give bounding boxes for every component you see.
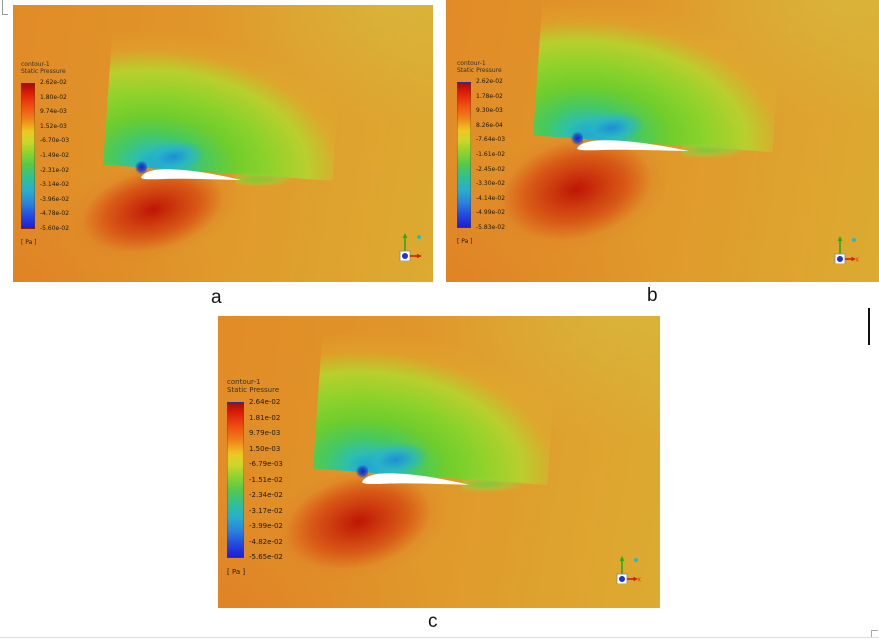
legend-label: 8.26e-04 bbox=[476, 121, 503, 129]
subfigure-label-b: b bbox=[647, 285, 658, 306]
legend-label: 2.64e-02 bbox=[249, 398, 281, 406]
trailing-edge-wake bbox=[682, 139, 768, 162]
trailing-edge-wake bbox=[462, 473, 544, 496]
legend-label: -4.82e-02 bbox=[249, 537, 283, 546]
colorbar bbox=[227, 402, 244, 558]
legend-label: -3.96e-02 bbox=[40, 195, 70, 203]
colorbar-labels: 2.64e-02 1.81e-02 9.79e-03 1.50e-03 -6.7… bbox=[249, 399, 283, 561]
page-bottom-divider bbox=[0, 637, 879, 638]
legend-title: contour-1 Static Pressure bbox=[227, 378, 283, 394]
pressure-contour-panel-c[interactable]: contour-1 Static Pressure 2.64e-02 1.81e… bbox=[218, 316, 660, 608]
legend-label: 1.50e-03 bbox=[249, 444, 281, 453]
triad-x-label: X bbox=[638, 578, 642, 584]
legend-label: 1.81e-02 bbox=[249, 413, 281, 422]
legend-title-line2: Static Pressure bbox=[227, 386, 280, 394]
legend-label: -5.60e-02 bbox=[40, 224, 70, 232]
legend-label: 1.80e-02 bbox=[40, 93, 67, 101]
legend-label: -2.34e-02 bbox=[249, 491, 283, 499]
contour-legend: contour-1 Static Pressure 2.64e-02 1.81e… bbox=[227, 378, 283, 576]
subfigure-label-c: c bbox=[428, 611, 438, 632]
legend-label: -1.61e-02 bbox=[476, 150, 506, 158]
trailing-edge-wake bbox=[235, 169, 313, 190]
legend-unit: [ Pa ] bbox=[21, 239, 37, 246]
crop-mark-top-left bbox=[2, 0, 8, 15]
legend-title-line1: contour-1 bbox=[21, 61, 50, 68]
legend-label: -7.64e-03 bbox=[476, 136, 506, 144]
legend-title-line2: Static Pressure bbox=[457, 67, 502, 74]
legend-label: -2.31e-02 bbox=[40, 166, 70, 174]
legend-label: 1.78e-02 bbox=[476, 92, 503, 100]
legend-unit: [ Pa ] bbox=[227, 568, 246, 576]
crop-mark-bottom-right bbox=[871, 630, 878, 638]
text-cursor[interactable] bbox=[868, 308, 870, 345]
legend-label: 2.62e-02 bbox=[40, 79, 67, 86]
airfoil-shape bbox=[577, 140, 689, 152]
suction-peak-spot bbox=[356, 465, 368, 478]
pressure-contour-panel-a[interactable]: contour-1 Static Pressure 2.62e-02 1.80e… bbox=[13, 5, 433, 282]
axis-triad-icon: X bbox=[616, 556, 642, 584]
contour-legend: contour-1 Static Pressure 2.62e-02 1.80e… bbox=[21, 61, 69, 246]
legend-label: -2.45e-02 bbox=[476, 165, 506, 173]
legend-label: -3.99e-02 bbox=[249, 522, 283, 530]
legend-title: contour-1 Static Pressure bbox=[457, 60, 505, 74]
legend-title: contour-1 Static Pressure bbox=[21, 61, 69, 75]
pressure-contour-panel-b[interactable]: contour-1 Static Pressure 2.62e-02 1.78e… bbox=[446, 0, 879, 282]
suction-peak-spot bbox=[135, 161, 147, 174]
legend-title-line1: contour-1 bbox=[457, 60, 486, 67]
legend-label: 9.30e-03 bbox=[476, 107, 503, 115]
airfoil-shape bbox=[141, 169, 241, 181]
colorbar-labels: 2.62e-02 1.80e-02 9.74e-03 1.52e-03 -6.7… bbox=[40, 80, 69, 232]
legend-title-line1: contour-1 bbox=[227, 378, 261, 386]
legend-label: 9.79e-03 bbox=[249, 429, 281, 437]
legend-label: -4.99e-02 bbox=[476, 209, 506, 217]
legend-label: 1.52e-03 bbox=[40, 122, 67, 130]
axis-triad-icon: X bbox=[834, 236, 860, 264]
contour-legend: contour-1 Static Pressure 2.62e-02 1.78e… bbox=[457, 60, 505, 245]
legend-label: -4.14e-02 bbox=[476, 194, 506, 202]
axis-triad-icon bbox=[399, 233, 422, 261]
legend-label: -1.51e-02 bbox=[249, 475, 283, 484]
legend-label: -3.14e-02 bbox=[40, 181, 70, 189]
legend-label: -3.30e-02 bbox=[476, 180, 506, 188]
legend-unit: [ Pa ] bbox=[457, 238, 473, 245]
suction-peak-spot bbox=[571, 132, 583, 145]
colorbar bbox=[21, 83, 35, 229]
airfoil-shape bbox=[362, 473, 469, 485]
legend-label: -5.65e-02 bbox=[249, 553, 283, 561]
legend-label: 2.62e-02 bbox=[476, 78, 503, 85]
legend-label: -1.49e-02 bbox=[40, 151, 70, 159]
legend-title-line2: Static Pressure bbox=[21, 68, 66, 75]
legend-label: 9.74e-03 bbox=[40, 108, 67, 116]
legend-label: -5.83e-02 bbox=[476, 223, 506, 231]
legend-label: -6.79e-03 bbox=[249, 460, 283, 468]
colorbar bbox=[457, 82, 471, 228]
subfigure-label-a: a bbox=[211, 287, 222, 308]
legend-label: -6.70e-03 bbox=[40, 137, 70, 145]
triad-x-label: X bbox=[856, 258, 860, 264]
legend-label: -4.78e-02 bbox=[40, 210, 70, 218]
colorbar-labels: 2.62e-02 1.78e-02 9.30e-03 8.26e-04 -7.6… bbox=[476, 79, 505, 231]
legend-label: -3.17e-02 bbox=[249, 506, 283, 515]
